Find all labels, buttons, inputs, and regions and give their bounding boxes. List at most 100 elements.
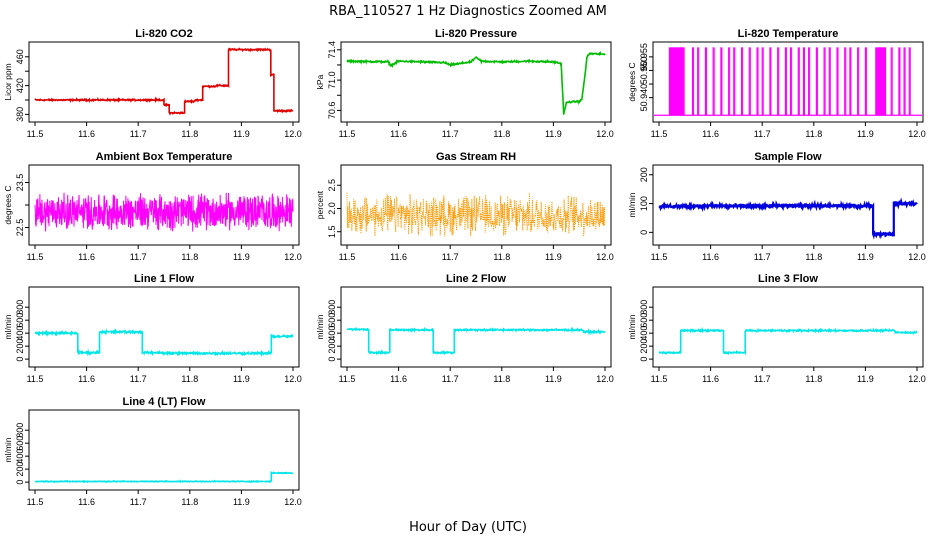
x-tick-label: 11.5	[27, 252, 44, 262]
x-tick-label: 11.7	[754, 374, 771, 384]
series-line-line3	[658, 326, 918, 356]
y-tick-label: 800	[15, 300, 25, 315]
y-tick-label: 800	[327, 300, 337, 315]
y-tick-label: 22.5	[15, 219, 25, 237]
panel-rh: Gas Stream RH 11.5 11.6 11.7 11.8 11.9 12.0 1.5…	[315, 151, 614, 262]
x-tick-label: 11.8	[181, 252, 198, 262]
y-tick-label: 200	[15, 462, 25, 477]
x-tick-label: 11.9	[545, 252, 562, 262]
y-tick-label: 460	[15, 49, 25, 64]
x-tick-label: 12.0	[284, 252, 302, 262]
x-tick-label: 11.8	[805, 129, 822, 139]
plot-frame	[28, 41, 300, 123]
x-tick-label: 11.5	[27, 497, 44, 507]
y-tick-label: 380	[15, 107, 25, 122]
y-tick-label: 0	[15, 357, 25, 362]
x-tick-label: 11.5	[339, 252, 356, 262]
plot-frame	[340, 164, 612, 246]
x-tick-label: 12.0	[284, 129, 302, 139]
plot-area-pressure	[346, 50, 606, 115]
y-tick-label: 23.5	[15, 174, 25, 192]
series-line-box_temp	[34, 192, 294, 232]
x-tick-label: 11.9	[857, 374, 874, 384]
panel-sample_flow: Sample Flow 11.5 11.6 11.7 11.8 11.9 12.0 0 100 2…	[627, 151, 926, 262]
x-tick-label: 11.6	[390, 374, 407, 384]
x-tick-label: 11.6	[78, 252, 95, 262]
x-tick-label: 11.5	[339, 374, 356, 384]
x-tick-label: 11.8	[181, 129, 198, 139]
panel-title-line3: Line 3 Flow	[758, 273, 818, 285]
panel-licor_temp: Li-820 Temperature 11.5 11.6 11.7 11.8 11.9 12…	[627, 28, 926, 139]
plot-area-line2	[346, 326, 606, 356]
y-tick-label: 400	[639, 326, 649, 341]
y-axis-label-line4: ml/min	[3, 437, 13, 462]
x-tick-label: 11.6	[390, 252, 407, 262]
y-tick-label: 600	[327, 313, 337, 328]
y-tick-label: 420	[15, 78, 25, 93]
y-tick-label: 200	[639, 339, 649, 354]
panel-line1: Line 1 Flow 11.5 11.6 11.7 11.8 11.9 12.0 0 2004…	[3, 273, 302, 384]
series-points-rh	[346, 192, 606, 237]
y-tick-label: 71.4	[327, 41, 337, 59]
plot-area-box_temp	[34, 192, 294, 232]
plot-area-line4	[34, 470, 294, 484]
y-tick-label: 70.6	[327, 102, 337, 120]
x-tick-label: 11.7	[130, 374, 147, 384]
x-tick-label: 11.7	[754, 252, 771, 262]
x-tick-label: 12.0	[596, 252, 614, 262]
y-axis-label-rh: percent	[315, 190, 325, 219]
series-line-pressure	[346, 50, 606, 115]
plot-area-sample_flow	[658, 197, 918, 240]
x-tick-label: 11.6	[390, 129, 407, 139]
plot-frame	[340, 286, 612, 368]
x-tick-label: 11.6	[78, 497, 95, 507]
x-tick-label: 11.5	[27, 374, 44, 384]
y-axis-label-box_temp: degrees C	[3, 185, 13, 224]
figure-title: RBA_110527 1 Hz Diagnostics Zoomed AM	[329, 4, 607, 19]
series-line-co2	[34, 47, 294, 116]
x-tick-label: 11.9	[233, 252, 250, 262]
x-tick-label: 11.7	[130, 129, 147, 139]
x-tick-label: 11.9	[545, 129, 562, 139]
x-tick-label: 11.8	[493, 252, 510, 262]
x-tick-label: 11.9	[857, 129, 874, 139]
panel-title-box_temp: Ambient Box Temperature	[96, 151, 233, 163]
y-tick-label: 200	[639, 167, 649, 182]
x-tick-label: 11.9	[857, 252, 874, 262]
y-axis-label-line2: ml/min	[315, 314, 325, 339]
panel-title-line4: Line 4 (LT) Flow	[123, 396, 206, 408]
x-tick-label: 12.0	[284, 497, 302, 507]
x-tick-label: 11.7	[442, 374, 459, 384]
y-tick-label: 50.940	[639, 84, 649, 112]
x-tick-label: 11.8	[805, 252, 822, 262]
panel-box_temp: Ambient Box Temperature 11.5 11.6 11.7 11.8 1…	[3, 151, 302, 262]
x-tick-label: 11.6	[702, 129, 719, 139]
x-tick-label: 11.6	[702, 374, 719, 384]
y-tick-label: 50.955	[639, 43, 649, 71]
x-tick-label: 11.7	[130, 252, 147, 262]
y-tick-label: 800	[639, 300, 649, 315]
series-line-sample_flow	[658, 197, 918, 240]
y-tick-label: 2.0	[327, 202, 337, 215]
y-tick-label: 2.5	[327, 179, 337, 192]
plot-frame	[28, 286, 300, 368]
y-tick-label: 600	[639, 313, 649, 328]
y-tick-label: 800	[15, 423, 25, 438]
x-tick-label: 11.7	[442, 252, 459, 262]
plot-frame	[28, 409, 300, 491]
panels: Li-820 CO2 11.5 11.6 11.7 11.8 11.9 12.0 380 420…	[3, 28, 926, 507]
x-tick-label: 11.8	[181, 374, 198, 384]
x-tick-label: 12.0	[596, 129, 614, 139]
y-tick-label: 50.950	[639, 57, 649, 85]
y-axis-label-pressure: kPa	[315, 74, 325, 89]
x-tick-label: 11.9	[545, 374, 562, 384]
plot-frame	[652, 286, 924, 368]
y-axis-label-licor_temp: degrees C	[627, 62, 637, 101]
y-tick-label: 600	[15, 436, 25, 451]
x-tick-label: 11.5	[651, 129, 668, 139]
x-tick-label: 12.0	[908, 252, 926, 262]
y-axis-label-line3: ml/min	[627, 314, 637, 339]
plot-frame	[652, 41, 924, 123]
y-tick-label: 100	[639, 196, 649, 211]
panel-title-co2: Li-820 CO2	[135, 28, 192, 40]
